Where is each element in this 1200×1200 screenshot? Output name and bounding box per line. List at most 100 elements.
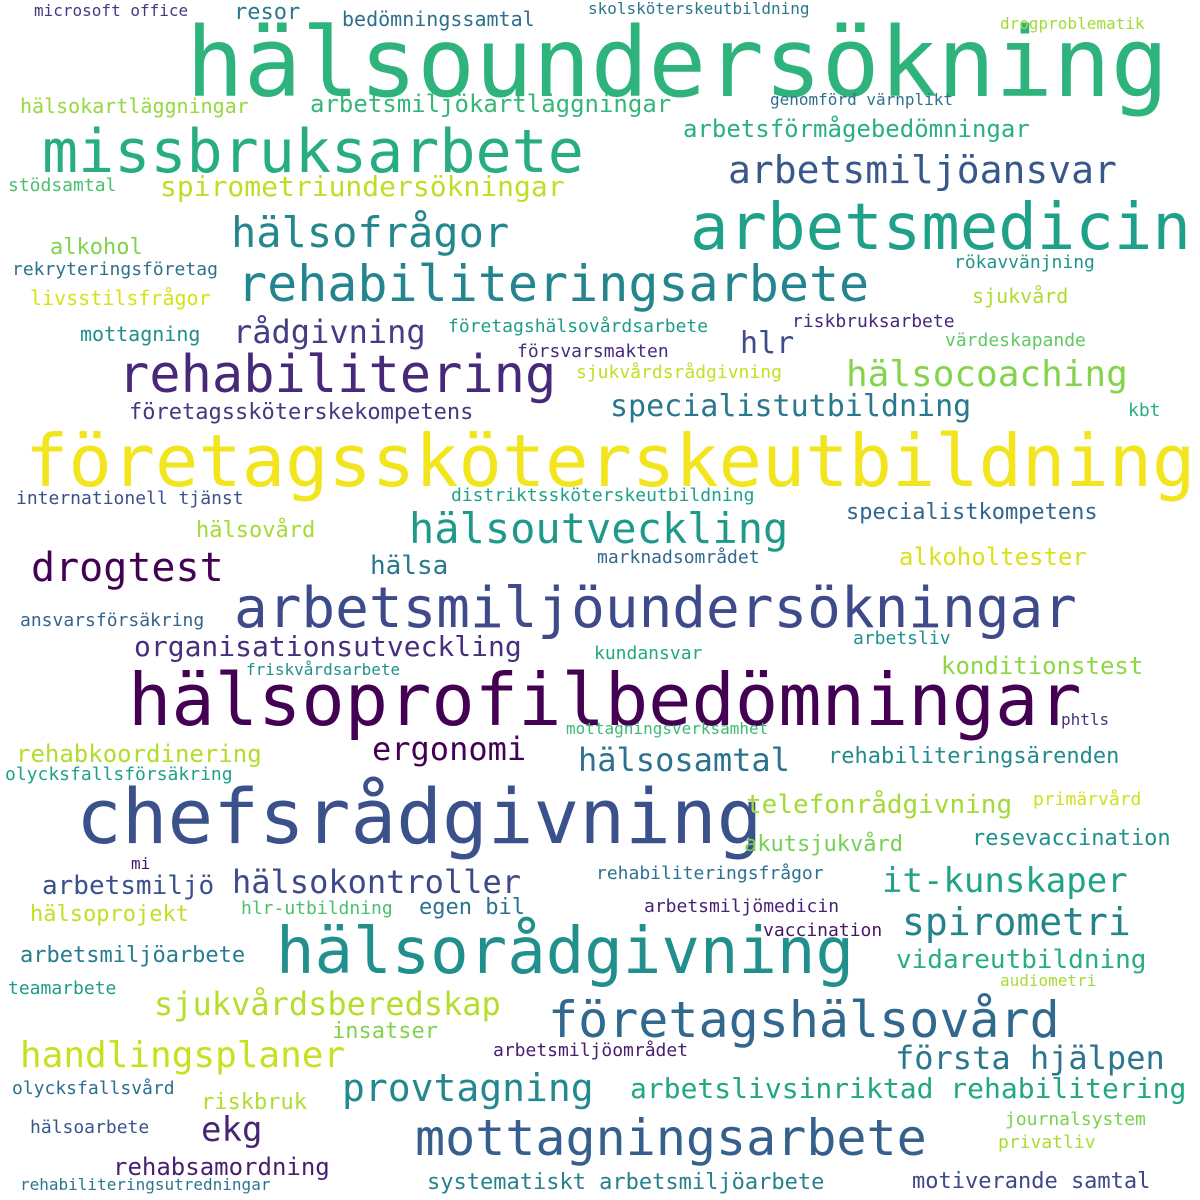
word: arbetsmiljöarbete — [20, 943, 246, 968]
word: olycksfallsvård — [12, 1078, 175, 1099]
word: specialistkompetens — [846, 500, 1098, 525]
word: motiverande samtal — [912, 1169, 1151, 1194]
word: microsoft office — [34, 1, 189, 20]
word: phtls — [1061, 710, 1110, 729]
word: stödsamtal — [8, 175, 117, 196]
word: hälsocoaching — [846, 354, 1128, 395]
word: försvarsmakten — [517, 341, 669, 362]
word: företagssköterskeutbildning — [25, 419, 1196, 503]
word: systematiskt arbetsmiljöarbete — [427, 1170, 825, 1195]
word: telefonrådgivning — [746, 790, 1013, 820]
word: chefsrådgivning — [76, 772, 763, 861]
word: hälsa — [370, 551, 449, 581]
word: resor — [234, 0, 301, 25]
word: rehabilitering — [118, 345, 557, 405]
word: värdeskapande — [945, 330, 1086, 351]
word: audiometri — [1000, 971, 1097, 990]
word: arbetsförmågebedömningar — [683, 115, 1030, 143]
word: primärvård — [1033, 789, 1142, 810]
word: it-kunskaper — [882, 861, 1128, 901]
word: sjukvårdsberedskap — [154, 985, 501, 1023]
word: arbetsmiljöansvar — [728, 148, 1117, 192]
word: rådgivning — [233, 313, 426, 351]
word: arbetsliv — [853, 628, 951, 649]
word: skolsköterskeutbildning — [588, 0, 810, 18]
word: spirometriundersökningar — [160, 170, 565, 203]
word: arbetsmiljökartläggningar — [310, 90, 672, 118]
word: organisationsutveckling — [134, 630, 522, 663]
word: sjukvård — [972, 284, 1069, 308]
word: kundansvar — [594, 643, 703, 664]
word: alkohol — [50, 235, 143, 260]
word: marknadsområdet — [597, 547, 760, 568]
word: hälsoutveckling — [409, 504, 789, 553]
word: hälsofrågor — [231, 208, 510, 257]
word: ansvarsförsäkring — [20, 610, 205, 631]
word: riskbruk — [201, 1090, 307, 1115]
word: hälsovård — [196, 518, 316, 543]
word: mi — [131, 854, 151, 873]
word: hlr — [740, 326, 795, 361]
word: alkoholtester — [899, 543, 1087, 571]
word: olycksfallsförsäkring — [5, 764, 233, 785]
word: ergonomi — [372, 730, 527, 768]
word: specialistutbildning — [610, 389, 972, 424]
word: arbetsmiljö — [42, 871, 215, 901]
word: arbetsmedicin — [690, 191, 1191, 265]
word: mottagning — [80, 322, 201, 346]
word: arbetslivsinriktad rehabilitering — [630, 1072, 1187, 1105]
word: riskbruksarbete — [792, 311, 955, 332]
word: insatser — [332, 1019, 438, 1044]
word: teamarbete — [8, 978, 117, 999]
word: arbetsmiljöundersökningar — [234, 576, 1077, 641]
word: vidareutbildning — [896, 945, 1147, 975]
word: spirometri — [902, 900, 1131, 944]
word: vaccination — [763, 920, 883, 941]
word: hälsoundersökning — [186, 7, 1169, 119]
word: livsstilsfrågor — [30, 286, 211, 310]
word: rehabiliteringsutredningar — [20, 1175, 271, 1194]
word: rehabkoordinering — [16, 740, 262, 768]
word: bedömningssamtal — [342, 7, 535, 31]
word: hälsokontroller — [232, 863, 521, 901]
word: missbruksarbete — [42, 117, 584, 187]
word: kbt — [1128, 400, 1161, 421]
word: journalsystem — [1005, 1109, 1146, 1130]
word: akutsjukvård — [744, 832, 903, 857]
word: arbetsmiljöområdet — [493, 1040, 689, 1061]
word: företagshälsovård — [548, 991, 1060, 1049]
word: friskvårdsarbete — [246, 660, 401, 679]
word: rekryteringsföretag — [12, 259, 218, 280]
word: drogtest — [31, 545, 224, 591]
word: mottagningsarbete — [415, 1109, 927, 1167]
word: konditionstest — [941, 652, 1144, 680]
word: rökavvänjning — [954, 252, 1095, 273]
word: hälsoprofilbedömningar — [128, 658, 1082, 742]
word: genomförd värnplikt — [770, 90, 954, 109]
word: distriktssköterskeutbildning — [451, 485, 755, 506]
word: drogproblematik — [1000, 14, 1145, 33]
word: mottagningsverksamhet — [566, 719, 769, 738]
word: hälsorådgivning — [276, 915, 854, 989]
word: egen bil — [419, 895, 525, 920]
word: internationell tjänst — [16, 488, 244, 509]
word: företagshälsovårdsarbete — [448, 316, 709, 337]
word: hälsoarbete — [30, 1117, 150, 1138]
word: hälsokartläggningar — [20, 94, 249, 118]
word: arbetsmiljömedicin — [644, 896, 840, 917]
word: sjukvårdsrådgivning — [576, 362, 782, 383]
word: rehabiliteringsarbete — [237, 255, 870, 313]
word: rehabiliteringsfrågor — [596, 863, 824, 884]
word: rehabsamordning — [113, 1153, 330, 1181]
word: rehabiliteringsärenden — [828, 744, 1120, 769]
word: resevaccination — [972, 826, 1171, 851]
word: första hjälpen — [895, 1039, 1165, 1077]
word: hlr-utbildning — [241, 898, 393, 919]
word: privatliv — [998, 1132, 1096, 1153]
word: hälsoprojekt — [30, 902, 189, 927]
word: ekg — [201, 1110, 263, 1150]
word: provtagning — [342, 1066, 594, 1110]
word: handlingsplaner — [20, 1035, 346, 1076]
word: hälsosamtal — [578, 741, 790, 779]
